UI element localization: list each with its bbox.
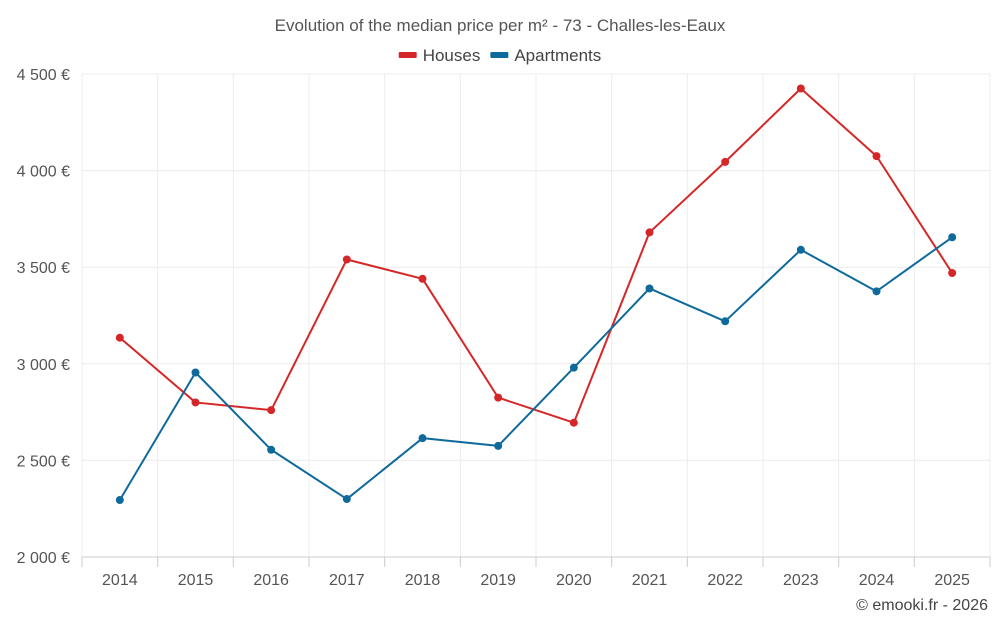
legend-label: Apartments: [514, 46, 601, 65]
y-tick-label: 4 000 €: [17, 164, 70, 181]
x-tick-label: 2024: [859, 572, 895, 589]
data-point-apartments[interactable]: [948, 233, 957, 242]
x-tick-label: 2025: [934, 572, 970, 589]
data-point-houses[interactable]: [721, 157, 730, 166]
data-point-houses[interactable]: [191, 398, 200, 407]
x-tick-label: 2022: [707, 572, 743, 589]
y-tick-label: 2 000 €: [17, 550, 70, 567]
data-point-houses[interactable]: [796, 84, 805, 93]
data-point-apartments[interactable]: [721, 317, 730, 326]
x-tick-label: 2014: [102, 572, 138, 589]
data-point-apartments[interactable]: [115, 496, 124, 505]
y-tick-label: 3 500 €: [17, 260, 70, 277]
x-tick-label: 2020: [556, 572, 592, 589]
y-tick-label: 4 500 €: [17, 67, 70, 84]
data-point-houses[interactable]: [872, 152, 881, 161]
data-point-apartments[interactable]: [796, 245, 805, 254]
legend: Houses Apartments: [398, 46, 601, 65]
x-tick-label: 2017: [329, 572, 365, 589]
chart-title: Evolution of the median price per m² - 7…: [275, 16, 726, 35]
series-line-houses: [119, 87, 954, 424]
x-tick-label: 2016: [253, 572, 289, 589]
data-point-apartments[interactable]: [342, 495, 351, 504]
legend-label: Houses: [423, 46, 481, 65]
x-tick-label: 2015: [178, 572, 214, 589]
data-point-houses[interactable]: [645, 228, 654, 237]
data-point-houses[interactable]: [494, 393, 503, 402]
data-point-apartments[interactable]: [191, 368, 200, 377]
data-point-houses[interactable]: [342, 255, 351, 264]
data-point-apartments[interactable]: [494, 441, 503, 450]
axes: 2 000 € 2 500 € 3 000 € 3 500 € 4 000 € 4 500…: [17, 67, 991, 589]
data-point-apartments[interactable]: [645, 284, 654, 293]
data-point-apartments[interactable]: [872, 287, 881, 296]
legend-swatch-apartments[interactable]: [490, 52, 509, 58]
x-tick-label: 2018: [405, 572, 441, 589]
data-point-houses[interactable]: [569, 418, 578, 427]
x-tick-label: 2019: [480, 572, 516, 589]
credit-text: © emooki.fr - 2026: [856, 597, 988, 614]
y-tick-label: 2 500 €: [17, 453, 70, 470]
y-tick-label: 3 000 €: [17, 357, 70, 374]
data-point-houses[interactable]: [115, 333, 124, 342]
data-point-houses[interactable]: [948, 268, 957, 277]
data-point-apartments[interactable]: [267, 445, 276, 454]
x-tick-label: 2021: [632, 572, 668, 589]
data-point-apartments[interactable]: [569, 363, 578, 372]
series-group: [115, 84, 957, 505]
data-point-houses[interactable]: [267, 406, 276, 415]
series-line-apartments: [118, 236, 953, 501]
legend-swatch-houses[interactable]: [398, 52, 417, 58]
x-tick-label: 2023: [783, 572, 819, 589]
data-point-apartments[interactable]: [418, 434, 427, 443]
data-point-houses[interactable]: [418, 274, 427, 283]
grid: [81, 73, 991, 558]
